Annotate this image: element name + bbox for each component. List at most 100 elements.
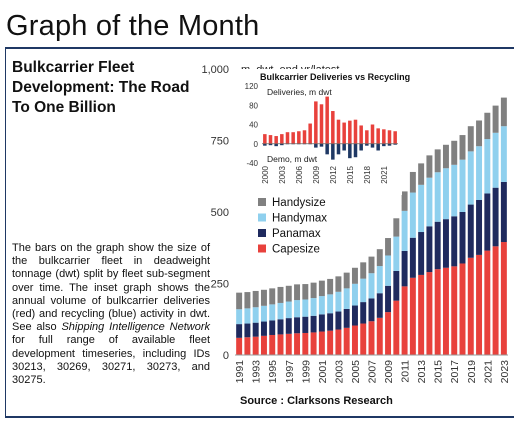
- inset-bar-deliveries: [370, 124, 375, 144]
- y-tick-label: 0: [223, 350, 229, 362]
- x-tick-label: 2015: [433, 360, 445, 384]
- bar-panamax: [476, 199, 483, 255]
- inset-bar-deliveries: [263, 134, 267, 144]
- inset-x-tick-label: 2021: [380, 165, 389, 183]
- bar-handysize: [451, 140, 458, 165]
- inset-y-tick-label: 40: [249, 121, 258, 130]
- inset-y-tick-label: -40: [246, 159, 258, 168]
- inset-bar-demo: [370, 143, 375, 148]
- bar-handymax: [335, 291, 342, 312]
- bar-handysize: [302, 284, 309, 300]
- y-tick-label: 750: [211, 136, 229, 148]
- bar-handysize: [335, 276, 342, 292]
- bar-handysize: [368, 256, 375, 274]
- page-title: Graph of the Month: [6, 10, 260, 42]
- bar-handymax: [285, 301, 292, 319]
- inset-x-tick-label: 2018: [363, 165, 372, 183]
- bar-panamax: [459, 212, 466, 264]
- bar-panamax: [409, 237, 416, 278]
- bar-panamax: [467, 204, 474, 258]
- bar-handymax: [492, 132, 499, 188]
- graph-description: The bars on the graph show the size of t…: [12, 242, 210, 387]
- bar-handysize: [376, 249, 383, 267]
- legend-label-handymax: Handymax: [272, 213, 327, 225]
- bar-handymax: [467, 151, 474, 205]
- bar-handymax: [327, 294, 334, 314]
- bar-panamax: [335, 311, 342, 330]
- inset-bar-deliveries: [359, 125, 363, 144]
- bar-panamax: [244, 323, 251, 338]
- inset-x-tick-label: 2006: [295, 165, 304, 183]
- bar-handysize: [244, 292, 251, 309]
- bar-handymax: [294, 300, 301, 318]
- bar-capesize: [484, 250, 491, 355]
- bar-panamax: [269, 320, 276, 335]
- bar-capesize: [236, 337, 243, 355]
- x-tick-label: 2009: [383, 360, 395, 384]
- bar-handymax: [351, 283, 358, 306]
- bar-handymax: [236, 309, 243, 325]
- x-tick-label: 2003: [333, 360, 345, 384]
- bar-handysize: [360, 262, 367, 279]
- inset-bar-demo: [319, 143, 324, 147]
- bar-capesize: [459, 263, 466, 355]
- bar-handysize: [418, 163, 425, 185]
- bar-panamax: [260, 321, 267, 336]
- bar-handymax: [260, 305, 267, 322]
- inset-bar-demo: [359, 143, 363, 151]
- bar-handysize: [393, 218, 400, 237]
- inset-bar-demo: [353, 143, 358, 158]
- bar-handymax: [368, 273, 375, 299]
- inset-bar-deliveries: [274, 136, 278, 144]
- x-tick-label: 2019: [466, 360, 478, 384]
- bar-handymax: [442, 168, 449, 220]
- inset-bar-deliveries: [268, 135, 273, 144]
- inset-bar-demo: [382, 143, 386, 147]
- bar-handysize: [343, 272, 350, 289]
- bar-handysize: [442, 144, 449, 169]
- bar-panamax: [376, 293, 383, 318]
- inset-bar-deliveries: [336, 119, 341, 144]
- bar-handysize: [492, 105, 499, 133]
- inset-bar-demo: [342, 143, 346, 151]
- bar-handymax: [451, 164, 458, 217]
- bar-capesize: [294, 333, 301, 355]
- inset-background: [237, 69, 402, 195]
- bar-panamax: [236, 324, 243, 338]
- inset-bar-deliveries: [376, 128, 380, 144]
- bar-handysize: [426, 155, 433, 178]
- x-tick-label: 2011: [400, 360, 412, 383]
- bar-capesize: [269, 334, 276, 355]
- bar-handymax: [252, 307, 259, 323]
- bar-capesize: [318, 331, 325, 355]
- inset-bar-deliveries: [393, 131, 397, 144]
- x-tick-label: 2013: [416, 360, 428, 384]
- bar-handysize: [327, 278, 334, 295]
- legend-swatch-handysize: [258, 198, 266, 206]
- bar-capesize: [310, 332, 317, 355]
- inset-bar-deliveries: [314, 101, 318, 144]
- inset-y-tick-label: 120: [245, 82, 259, 91]
- bar-handysize: [318, 280, 325, 297]
- inset-bar-demo: [263, 143, 267, 146]
- bar-handysize: [401, 191, 408, 211]
- bar-panamax: [451, 216, 458, 267]
- legend-label-panamax: Panamax: [272, 228, 321, 240]
- inset-bar-deliveries: [297, 131, 301, 144]
- bar-panamax: [401, 250, 408, 287]
- bottom-rule: [5, 416, 514, 418]
- bar-handysize: [500, 97, 507, 127]
- bar-capesize: [418, 274, 425, 355]
- inset-bar-deliveries: [342, 122, 346, 144]
- inset-bar-deliveries: [365, 130, 369, 144]
- bar-capesize: [376, 317, 383, 355]
- x-tick-label: 2007: [367, 360, 379, 384]
- bar-handymax: [393, 236, 400, 271]
- bar-capesize: [285, 333, 292, 355]
- bar-capesize: [343, 327, 350, 355]
- bar-handysize: [277, 286, 284, 303]
- inset-bar-demo: [280, 143, 284, 146]
- inset-bar-demo: [348, 143, 352, 159]
- bar-handysize: [476, 120, 483, 147]
